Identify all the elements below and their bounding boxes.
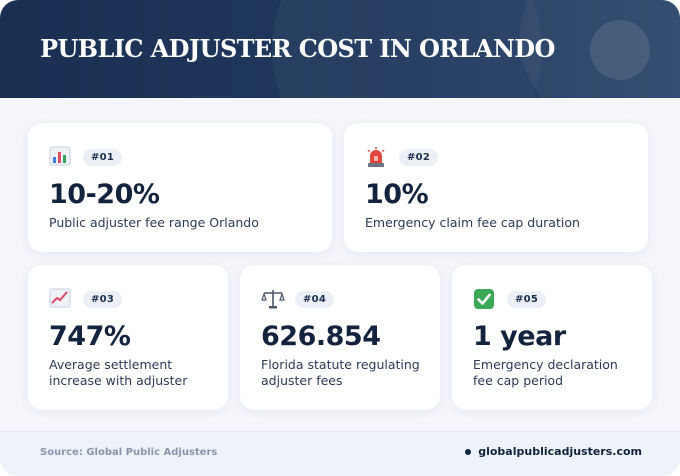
siren-icon: [365, 146, 391, 168]
stat-card-05: #05 1 year Emergency declaration fee cap…: [452, 265, 652, 410]
scales-icon: [261, 288, 287, 310]
stat-badge: #05: [507, 290, 547, 308]
stat-card-01: #01 10-20% Public adjuster fee range Orl…: [28, 123, 332, 252]
bullet-icon: [465, 448, 472, 455]
stat-badge: #03: [83, 290, 123, 308]
header: PUBLIC ADJUSTER COST IN ORLANDO: [0, 0, 680, 98]
stat-value: 1 year: [473, 321, 566, 352]
trending-up-icon: [49, 288, 75, 310]
stat-label: Public adjuster fee range Orlando: [49, 215, 259, 230]
footer: Source: Global Public Adjusters globalpu…: [0, 431, 680, 476]
website-label: globalpublicadjusters.com: [478, 445, 642, 458]
stat-label: Emergency claim fee cap duration: [365, 215, 580, 230]
website-link[interactable]: globalpublicadjusters.com: [465, 445, 642, 458]
stat-badge: #01: [83, 148, 123, 166]
stat-badge: #04: [295, 290, 335, 308]
stat-card-03: #03 747% Average settlement increase wit…: [28, 265, 228, 410]
source-text: Source: Global Public Adjusters: [40, 447, 218, 458]
stat-value: 747%: [49, 321, 131, 352]
stat-value: 626.854: [261, 321, 381, 352]
check-mark-icon: [473, 288, 499, 310]
stat-label: Florida statute regulating adjuster fees: [261, 357, 420, 388]
stat-badge: #02: [399, 148, 439, 166]
header-decoration-dot: [590, 20, 650, 80]
stat-label: Emergency declaration fee cap period: [473, 357, 618, 388]
stat-card-02: #02 10% Emergency claim fee cap duration: [344, 123, 648, 252]
stat-value: 10%: [365, 179, 429, 210]
stat-label: Average settlement increase with adjuste…: [49, 357, 188, 388]
header-decoration-circle: [520, 0, 680, 98]
stat-card-04: #04 626.854 Florida statute regulating a…: [240, 265, 440, 410]
bar-chart-icon: [49, 146, 75, 168]
stat-value: 10-20%: [49, 179, 160, 210]
page-title: PUBLIC ADJUSTER COST IN ORLANDO: [40, 34, 555, 63]
